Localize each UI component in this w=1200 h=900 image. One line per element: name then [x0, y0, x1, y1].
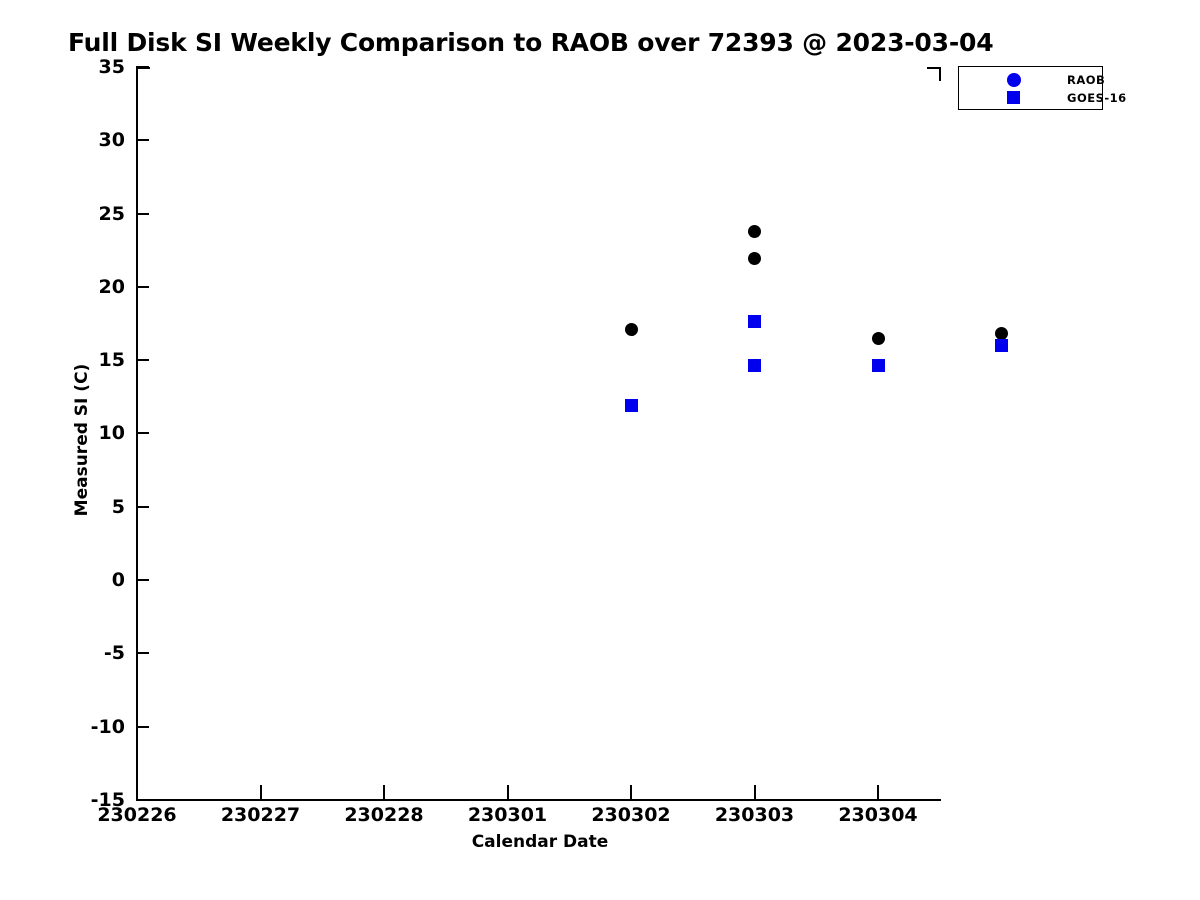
x-tick [259, 785, 262, 800]
chart-legend: RAOB GOES-16 [958, 66, 1126, 110]
y-tick [136, 139, 149, 142]
data-point-raob [995, 327, 1008, 341]
data-point-goes-16 [871, 358, 885, 372]
y-tick [136, 505, 149, 508]
x-tick-label: 230227 [220, 804, 301, 826]
y-tick-label: 20 [98, 275, 125, 298]
top-right-corner-tick [927, 67, 941, 69]
x-tick-label: 230301 [467, 804, 548, 826]
legend-circle-icon [1007, 73, 1021, 87]
y-tick-label: 25 [98, 202, 125, 225]
data-point-raob [871, 331, 885, 345]
data-point-raob [748, 224, 761, 238]
legend-label: GOES-16 [1067, 91, 1127, 105]
data-point-goes-16 [624, 399, 638, 413]
y-tick-label: 30 [98, 129, 125, 152]
x-tick-label: 230304 [838, 804, 918, 826]
y-tick [136, 65, 149, 68]
y-tick [136, 212, 149, 215]
y-tick-label: -10 [90, 715, 125, 738]
y-tick-label: 35 [98, 55, 125, 78]
x-tick [136, 785, 138, 800]
top-left-corner-tick [136, 67, 150, 69]
y-tick-label: 0 [111, 569, 125, 591]
y-tick-label: 10 [98, 422, 125, 445]
x-axis-label: Calendar Date [471, 832, 609, 852]
right-corner-tick [939, 67, 941, 81]
y-axis-label: Measured SI (C) [72, 363, 92, 517]
x-tick [753, 785, 756, 800]
y-tick-label: -15 [90, 788, 125, 811]
y-tick-label: 15 [98, 349, 125, 372]
x-tick-label: 230228 [344, 804, 424, 826]
data-point-raob [748, 252, 761, 266]
legend-label: RAOB [1067, 73, 1106, 87]
x-tick [506, 785, 509, 800]
y-tick [136, 432, 149, 435]
y-tick [136, 359, 149, 362]
y-tick-label: -5 [103, 642, 125, 665]
y-tick [136, 579, 149, 581]
y-tick [136, 725, 149, 728]
data-point-goes-16 [995, 338, 1008, 352]
y-tick [136, 652, 149, 655]
data-point-goes-16 [748, 314, 761, 328]
x-tick-label: 230302 [591, 804, 671, 826]
x-tick [630, 785, 632, 800]
x-axis-spine [136, 799, 941, 801]
data-point-goes-16 [748, 358, 761, 372]
x-tick-label: 230303 [714, 804, 795, 826]
x-tick-label: 230226 [97, 804, 177, 826]
x-tick [877, 785, 879, 800]
y-tick [136, 285, 149, 288]
y-tick-label: 5 [111, 495, 125, 518]
chart-title: Full Disk SI Weekly Comparison to RAOB o… [68, 28, 994, 57]
legend-square-icon [1007, 91, 1020, 104]
x-tick [383, 785, 385, 800]
y-tick [136, 798, 149, 801]
data-point-raob [624, 322, 638, 336]
